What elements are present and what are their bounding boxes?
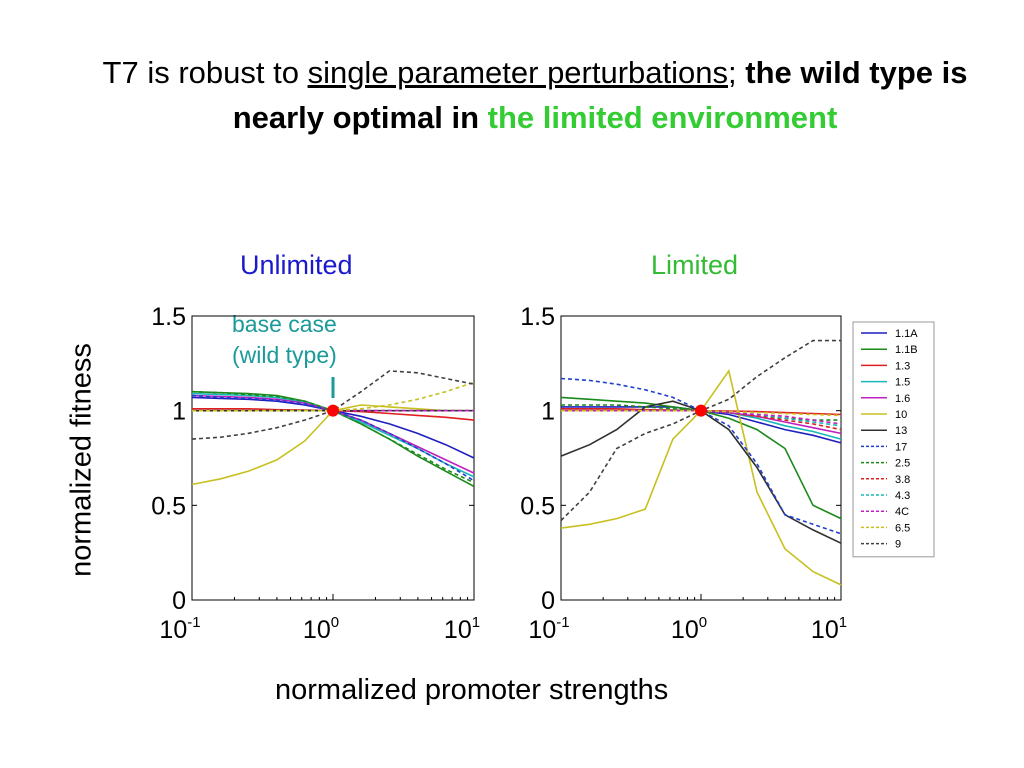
chart-panel-unlimited: 0 0.5 1 1.5 10-1 100 101 (151, 303, 480, 644)
panel-title-limited: Limited (651, 250, 739, 280)
y-tick-label: 0 (541, 587, 555, 615)
x-tick-label: 100 (303, 614, 339, 644)
x-tick-label: 101 (444, 614, 480, 644)
x-tick-label: 10-1 (159, 614, 200, 644)
y-tick-label: 1 (541, 398, 555, 426)
x-axis-label: normalized promoter strengths (275, 674, 669, 706)
y-tick-label: 1.5 (520, 303, 555, 331)
legend-label: 9 (895, 539, 901, 551)
legend-label: 4C (895, 506, 909, 518)
x-tick-label: 10-1 (528, 614, 569, 644)
series-line-9 (560, 339, 841, 522)
plot-frame (560, 315, 842, 601)
title-underlined: single parameter perturbations (307, 55, 729, 90)
title-semicolon: ; (728, 55, 737, 90)
slide-title: T7 is robust to single parameter perturb… (70, 50, 1000, 140)
y-tick-label: 1.5 (151, 303, 186, 331)
x-tick-label: 100 (671, 614, 707, 644)
y-tick-label: 0.5 (520, 492, 555, 520)
y-tick-label: 1 (172, 398, 186, 426)
annotation-line1: base case (232, 311, 337, 337)
legend-label: 1.6 (895, 393, 910, 405)
annotation-line2: (wild type) (232, 342, 337, 368)
title-green: the limited environment (487, 100, 838, 135)
plot-frame (191, 315, 475, 601)
title-part1: T7 is robust to (102, 55, 308, 90)
legend-label: 1.1B (895, 344, 918, 356)
base-case-annotation: base case (wild type) (232, 309, 337, 371)
legend-label: 4.3 (895, 490, 910, 502)
base-case-point (327, 404, 339, 417)
legend-label: 10 (895, 409, 907, 421)
chart-panel-limited: 00.511.510-1 100 1011.1A1.1B1.31.51.610131… (520, 303, 935, 644)
x-tick-label: 101 (811, 614, 847, 644)
legend-label: 2.5 (895, 458, 910, 470)
legend-label: 6.5 (895, 522, 910, 534)
base-case-point (695, 404, 707, 417)
y-tick-label: 0 (172, 587, 186, 615)
legend-box (852, 321, 935, 558)
legend-label: 1.1A (895, 328, 918, 340)
legend-label: 13 (895, 425, 907, 437)
legend-label: 17 (895, 441, 907, 453)
legend-label: 1.3 (895, 360, 910, 372)
panel-title-unlimited: Unlimited (240, 250, 353, 280)
y-tick-label: 0.5 (151, 492, 186, 520)
legend-label: 1.5 (895, 377, 910, 389)
legend-label: 3.8 (895, 474, 910, 486)
legend: 1.1A 1.1B 1.3 1.5 1.6 10 13 17 2.5 3.8 4.3 4C 6.5 9 (852, 321, 935, 558)
title-bold: the wild type is nearly optimal in (232, 55, 968, 135)
series-line-17 (560, 377, 842, 535)
